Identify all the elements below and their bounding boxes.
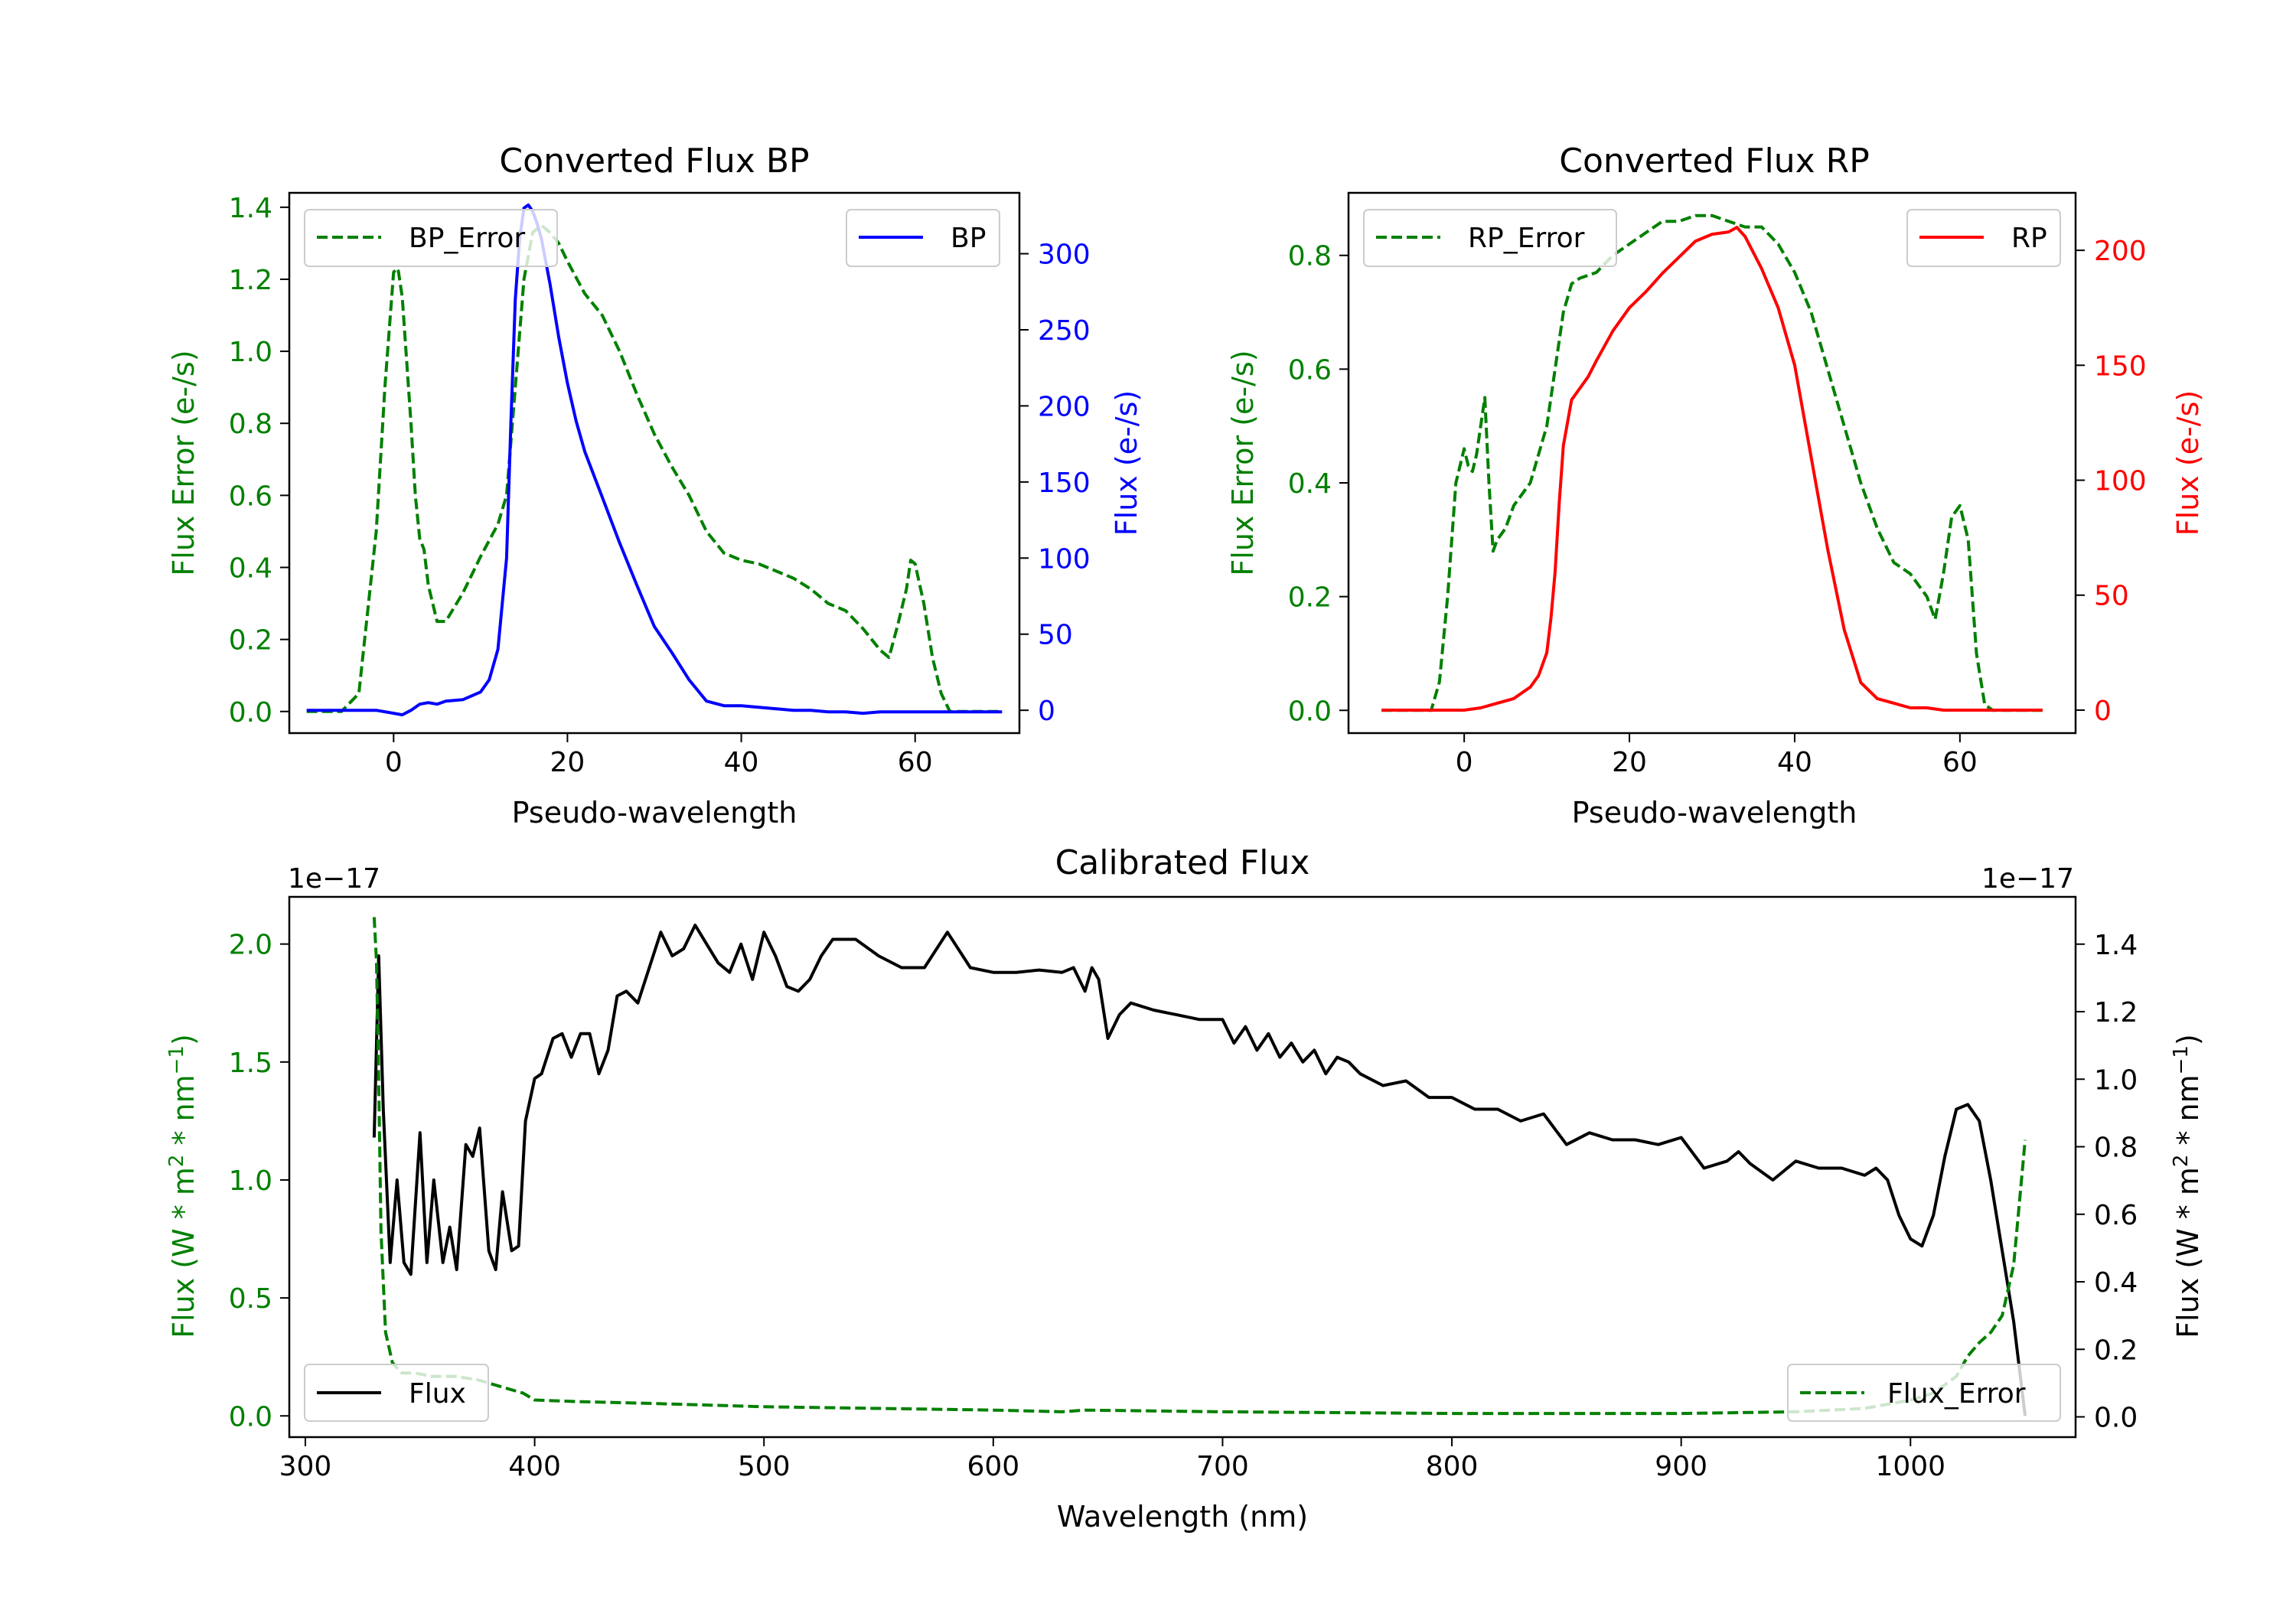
y-left-tick-label: 0.8 [229, 409, 272, 440]
legend-label: BP [951, 223, 986, 254]
y-left-tick-label: 0.0 [229, 697, 272, 729]
y-right-tick-label: 50 [1038, 620, 1073, 651]
y-right-tick-label: 1.0 [2094, 1064, 2138, 1096]
series-line-rp-error [1381, 214, 2043, 712]
x-tick-label: 20 [550, 747, 585, 778]
series-line-bp [306, 203, 1003, 717]
y-right-tick-label: 250 [1038, 315, 1091, 347]
chart-title: Converted Flux BP [499, 142, 809, 181]
x-tick-label: 400 [508, 1451, 561, 1482]
y-left-tick-label: 0.0 [229, 1401, 272, 1433]
legend-bp: BP [846, 209, 1000, 267]
y-axis-right-label: Flux (W * m2 * nm−1) [2170, 1034, 2205, 1338]
y-axis-right-label: Flux (e-/s) [2171, 390, 2205, 536]
y-right-tick-label: 200 [1038, 391, 1091, 422]
y-right-offset-text: 1e−17 [1981, 863, 2074, 895]
legend-label: Flux [409, 1378, 466, 1410]
y-left-tick-label: 0.5 [229, 1283, 272, 1315]
series-line-flux-error [372, 917, 2027, 1416]
legend-label: BP_Error [409, 223, 525, 254]
legend-box [304, 1364, 489, 1422]
legend-box [1363, 209, 1617, 267]
x-tick-label: 40 [1777, 747, 1812, 778]
y-right-tick-label: 0.0 [2094, 1403, 2138, 1434]
y-left-tick-label: 0.8 [1288, 241, 1332, 272]
y-left-tick-label: 0.0 [1288, 696, 1332, 727]
y-right-tick-label: 300 [1038, 240, 1091, 271]
y-left-tick-label: 1.2 [229, 265, 272, 296]
y-left-tick-label: 0.2 [229, 625, 272, 657]
y-left-tick-label: 0.6 [1288, 354, 1332, 386]
x-tick-label: 60 [1942, 747, 1978, 778]
y-right-tick-label: 0.6 [2094, 1200, 2138, 1231]
legend-label: RP [2011, 223, 2047, 254]
y-right-tick-label: 50 [2094, 581, 2129, 612]
legend-box [1787, 1364, 2061, 1422]
y-right-tick-label: 200 [2094, 236, 2147, 267]
y-axis-right-label: Flux (e-/s) [1110, 390, 1143, 536]
y-right-tick-label: 0 [2094, 696, 2112, 727]
y-left-tick-label: 1.0 [229, 1165, 272, 1197]
y-right-tick-label: 1.4 [2094, 930, 2138, 961]
axes-frame [288, 895, 2077, 1439]
axes-frame [1347, 191, 2077, 735]
x-tick-label: 40 [724, 747, 759, 778]
legend-rp-error: RP_Error [1363, 209, 1617, 267]
x-tick-label: 1000 [1875, 1451, 1945, 1482]
x-tick-label: 900 [1655, 1451, 1707, 1482]
legend-bp-error: BP_Error [304, 209, 558, 267]
x-tick-label: 20 [1612, 747, 1647, 778]
series-line-rp [1381, 226, 2043, 712]
y-left-offset-text: 1e−17 [288, 863, 380, 895]
x-axis-label: Pseudo-wavelength [1572, 796, 1857, 830]
y-left-tick-label: 0.2 [1288, 582, 1332, 614]
y-right-tick-label: 100 [1038, 543, 1091, 575]
chart-title: Calibrated Flux [1055, 843, 1310, 882]
legend-flux-error: Flux_Error [1787, 1364, 2061, 1422]
axes-frame [288, 191, 1021, 735]
y-right-tick-label: 150 [2094, 350, 2147, 382]
y-right-tick-label: 0.2 [2094, 1335, 2138, 1366]
x-tick-label: 800 [1426, 1451, 1479, 1482]
y-left-tick-label: 0.4 [1288, 468, 1332, 500]
y-left-tick-label: 1.0 [229, 337, 272, 368]
chart-bp: Converted Flux BP Pseudo-wavelength Flux… [167, 142, 1143, 830]
legend-flux: Flux [304, 1364, 489, 1422]
y-right-tick-label: 100 [2094, 466, 2147, 497]
y-left-tick-label: 1.5 [229, 1048, 272, 1079]
y-right-tick-label: 0 [1038, 696, 1055, 727]
x-tick-label: 700 [1196, 1451, 1249, 1482]
series-line-bp-error [306, 223, 1003, 713]
y-right-tick-label: 0.4 [2094, 1267, 2138, 1299]
x-tick-label: 60 [898, 747, 933, 778]
x-axis-label: Wavelength (nm) [1057, 1500, 1308, 1534]
y-axis-left-label: Flux (W * m2 * nm−1) [165, 1034, 201, 1338]
legend-label: RP_Error [1468, 223, 1585, 254]
legend-box [304, 209, 558, 267]
y-left-tick-label: 0.4 [229, 553, 272, 584]
x-tick-label: 0 [1456, 747, 1473, 778]
x-tick-label: 600 [967, 1451, 1019, 1482]
y-axis-left-label: Flux Error (e-/s) [1226, 350, 1260, 575]
legend-rp: RP [1906, 209, 2061, 267]
x-axis-label: Pseudo-wavelength [512, 796, 797, 830]
series-line-flux [372, 924, 2027, 1416]
chart-title: Converted Flux RP [1559, 142, 1870, 181]
y-left-tick-label: 2.0 [229, 930, 272, 961]
y-axis-left-label: Flux Error (e-/s) [167, 350, 201, 575]
x-tick-label: 0 [385, 747, 403, 778]
y-left-tick-label: 1.4 [229, 193, 272, 224]
y-left-tick-label: 0.6 [229, 481, 272, 512]
legend-label: Flux_Error [1887, 1378, 2026, 1410]
y-right-tick-label: 150 [1038, 468, 1091, 499]
x-tick-label: 500 [738, 1451, 791, 1482]
y-right-tick-label: 0.8 [2094, 1133, 2138, 1164]
y-right-tick-label: 1.2 [2094, 997, 2138, 1028]
chart-rp: Converted Flux RP Pseudo-wavelength Flux… [1226, 142, 2205, 830]
chart-calibrated: Calibrated Flux 1e−17 1e−17 Wavelength (… [165, 843, 2205, 1534]
x-tick-label: 300 [279, 1451, 332, 1482]
